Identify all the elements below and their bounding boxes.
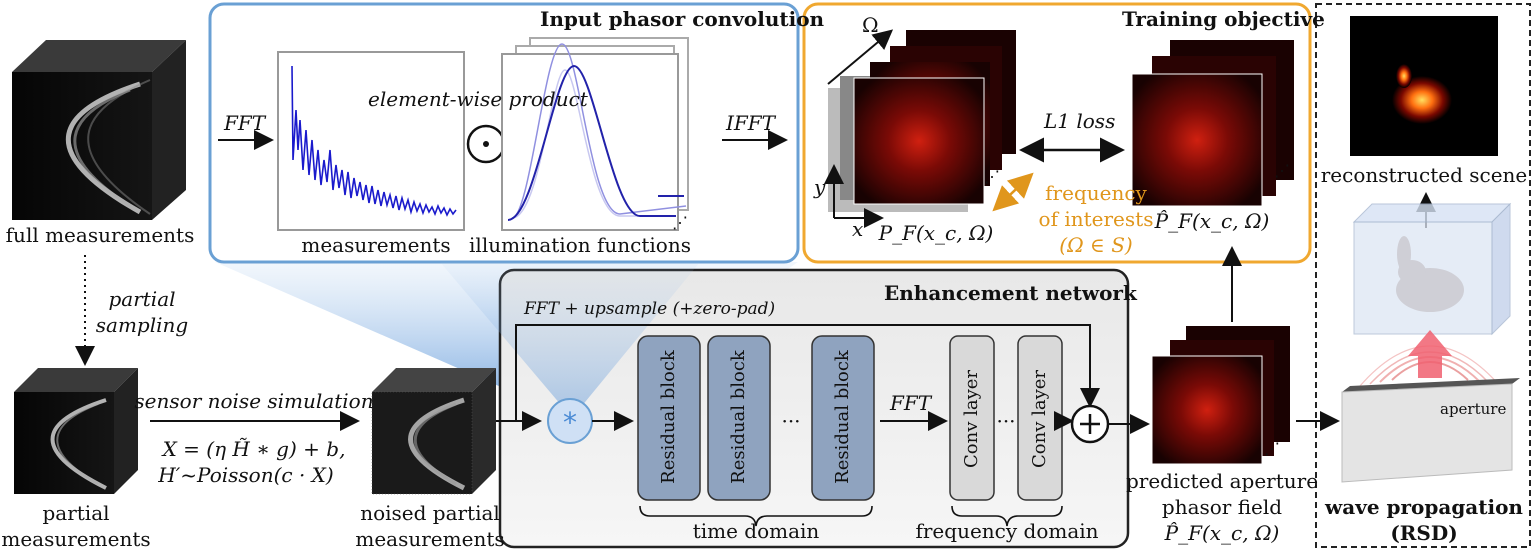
omega-axis xyxy=(827,29,894,85)
pf-hat-label: P̂_F(x_c, Ω) xyxy=(1154,209,1270,233)
frequency-domain-label: frequency domain xyxy=(915,519,1099,543)
conv-layer-1-label: Conv layer xyxy=(961,369,982,469)
fft-in-label: FFT xyxy=(224,111,266,135)
residual-block-1 xyxy=(637,335,701,501)
pf-hat-ellipsis: ⋰ xyxy=(1274,161,1290,180)
sensor-noise-label: sensor noise simulation xyxy=(134,389,374,413)
partial-sampling-label-2: sampling xyxy=(95,313,189,337)
noised-partial-cube xyxy=(371,368,496,495)
conv-layer-1 xyxy=(949,335,995,501)
residual-block-3-label: Residual block xyxy=(832,350,853,484)
measurements-label: measurements xyxy=(301,233,451,257)
measurements-signal xyxy=(291,65,457,217)
illumination-ellipsis: ⋰ xyxy=(672,213,688,232)
pf-label: P_F(x_c, Ω) xyxy=(878,221,994,245)
partial-measurements-label-2: measurements xyxy=(1,527,151,551)
x-axis-label: x xyxy=(852,217,864,241)
noise-equation-2: H′~Poisson(c · X) xyxy=(158,463,334,487)
measurements-plot xyxy=(277,51,465,231)
frequency-label-3: (Ω ∈ S) xyxy=(1059,233,1133,257)
fft-mid-label: FFT xyxy=(890,391,932,415)
partial-measurements-cube xyxy=(14,368,138,494)
time-domain-label: time domain xyxy=(692,519,820,543)
full-measurements-cube xyxy=(12,40,186,220)
predicted-ellipsis: ⋰ xyxy=(1264,439,1280,458)
residual-block-1-label: Residual block xyxy=(658,350,679,484)
illumination-plots xyxy=(501,37,689,231)
residual-block-2-label: Residual block xyxy=(728,350,749,484)
l1-loss-label: L1 loss xyxy=(1044,109,1116,133)
wave-propagation-label-1: wave propagation xyxy=(1325,495,1523,519)
element-wise-label: element-wise product xyxy=(368,87,588,111)
illumination-label: illumination functions xyxy=(469,233,691,257)
residual-block-3 xyxy=(811,335,875,501)
predicted-label-2: phasor field xyxy=(1161,495,1283,519)
conv-layer-2-label: Conv layer xyxy=(1029,369,1050,469)
input-conv-title: Input phasor convolution xyxy=(540,7,825,31)
svg-text:*: * xyxy=(563,406,577,439)
partial-measurements-label-1: partial xyxy=(42,501,110,525)
predicted-label-3: P̂_F(x_c, Ω) xyxy=(1164,521,1280,545)
full-measurements-label: full measurements xyxy=(5,223,195,247)
time-domain-brace xyxy=(639,505,873,527)
pf-hat-stack xyxy=(1131,40,1294,207)
wave-propagation-panel xyxy=(1315,3,1531,548)
partial-sampling-label-1: partial xyxy=(108,287,176,311)
reconstructed-label: reconstructed scene xyxy=(1320,163,1528,187)
ifft-label: IFFT xyxy=(726,111,775,135)
predicted-label-1: predicted aperture xyxy=(1125,469,1319,493)
aperture-wall xyxy=(1341,330,1520,483)
omega-label: Ω xyxy=(862,13,879,37)
frequency-label-2: of interests xyxy=(1038,207,1154,231)
frequency-label-1: frequency xyxy=(1045,181,1147,205)
scene-volume xyxy=(1352,202,1512,336)
conv-ellipsis: ··· xyxy=(996,409,1016,433)
training-title: Training objective xyxy=(1122,7,1325,31)
pf-stack xyxy=(828,30,1016,212)
freq-domain-brace xyxy=(951,505,1063,527)
noised-partial-label-2: measurements xyxy=(355,527,505,551)
residual-block-2 xyxy=(707,335,771,501)
wave-propagation-label-2: (RSD) xyxy=(1390,521,1458,545)
noise-equation-1: X = (η H̃ ∗ g) + b, xyxy=(162,437,346,461)
enhancement-title: Enhancement network xyxy=(884,281,1137,305)
pf-ellipsis: ⋰ xyxy=(984,167,1000,186)
residual-ellipsis: ··· xyxy=(781,409,801,433)
frequency-arrow xyxy=(992,172,1034,212)
aperture-label: aperture xyxy=(1440,400,1507,418)
noised-partial-label-1: noised partial xyxy=(360,501,500,525)
y-axis-label: y xyxy=(814,175,826,199)
fft-upsample-label: FFT + upsample (+zero-pad) xyxy=(524,299,776,319)
predicted-phasor-stack xyxy=(1151,326,1290,465)
